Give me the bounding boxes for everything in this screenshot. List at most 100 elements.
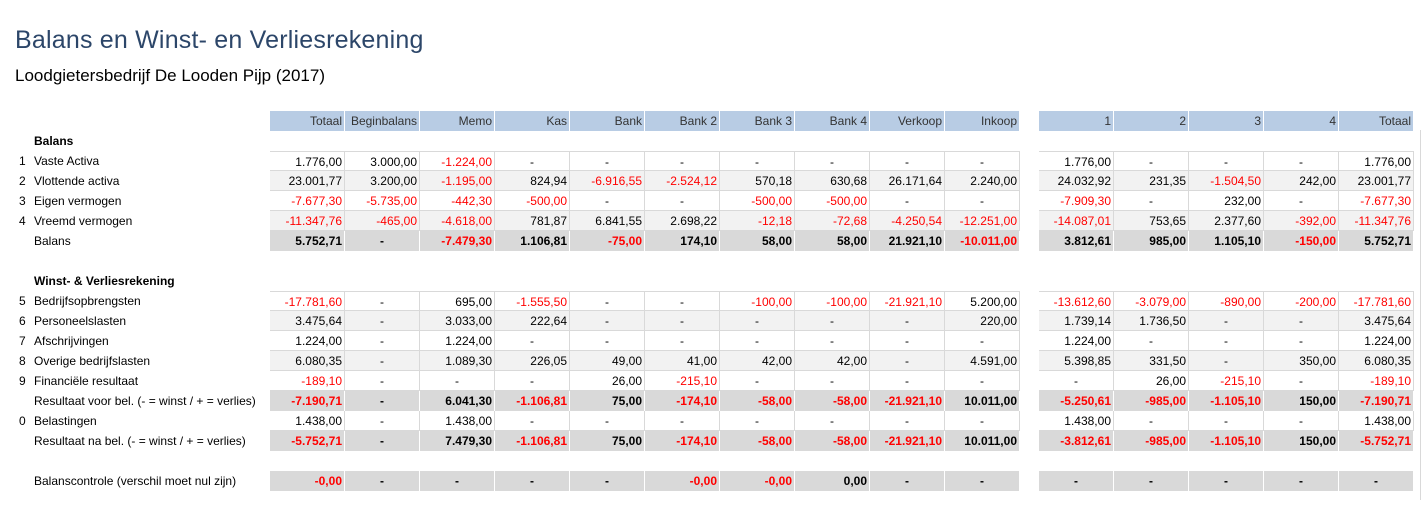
value-cell[interactable]: 6.080,35: [1339, 351, 1414, 371]
value-cell[interactable]: -: [720, 411, 795, 431]
value-cell[interactable]: 1.224,00: [270, 331, 345, 351]
value-cell[interactable]: -: [1039, 371, 1114, 391]
value-cell[interactable]: 1.224,00: [1339, 331, 1414, 351]
control-cell[interactable]: -0,00: [720, 471, 795, 491]
value-cell[interactable]: -10.011,00: [945, 231, 1020, 251]
value-cell[interactable]: -: [1189, 331, 1264, 351]
control-cell[interactable]: -: [1114, 471, 1189, 491]
control-cell[interactable]: -: [345, 471, 420, 491]
value-cell[interactable]: -: [345, 231, 420, 251]
control-cell[interactable]: -0,00: [645, 471, 720, 491]
value-cell[interactable]: 5.200,00: [945, 291, 1020, 311]
value-cell[interactable]: -: [645, 311, 720, 331]
value-cell[interactable]: -1.224,00: [420, 151, 495, 171]
value-cell[interactable]: 1.438,00: [420, 411, 495, 431]
value-cell[interactable]: 3.000,00: [345, 151, 420, 171]
value-cell[interactable]: 49,00: [570, 351, 645, 371]
value-cell[interactable]: 242,00: [1264, 171, 1339, 191]
column-header[interactable]: Bank 2: [645, 111, 720, 131]
value-cell[interactable]: -500,00: [720, 191, 795, 211]
value-cell[interactable]: 232,00: [1189, 191, 1264, 211]
value-cell[interactable]: -: [645, 151, 720, 171]
value-cell[interactable]: -58,00: [795, 391, 870, 411]
value-cell[interactable]: -: [945, 191, 1020, 211]
column-header[interactable]: Bank: [570, 111, 645, 131]
control-cell[interactable]: -: [870, 471, 945, 491]
value-cell[interactable]: -: [345, 331, 420, 351]
value-cell[interactable]: -21.921,10: [870, 391, 945, 411]
value-cell[interactable]: -58,00: [720, 391, 795, 411]
value-cell[interactable]: 2.698,22: [645, 211, 720, 231]
value-cell[interactable]: 5.752,71: [270, 231, 345, 251]
value-cell[interactable]: -: [570, 331, 645, 351]
column-header[interactable]: 2: [1114, 111, 1189, 131]
value-cell[interactable]: -4.618,00: [420, 211, 495, 231]
value-cell[interactable]: 41,00: [645, 351, 720, 371]
value-cell[interactable]: -: [1114, 191, 1189, 211]
value-cell[interactable]: -: [1264, 331, 1339, 351]
value-cell[interactable]: 1.736,50: [1114, 311, 1189, 331]
value-cell[interactable]: -: [870, 311, 945, 331]
value-cell[interactable]: 1.089,30: [420, 351, 495, 371]
column-header[interactable]: Bank 4: [795, 111, 870, 131]
value-cell[interactable]: 6.080,35: [270, 351, 345, 371]
value-cell[interactable]: -: [570, 151, 645, 171]
value-cell[interactable]: 824,94: [495, 171, 570, 191]
value-cell[interactable]: 1.438,00: [270, 411, 345, 431]
value-cell[interactable]: 3.475,64: [270, 311, 345, 331]
value-cell[interactable]: -200,00: [1264, 291, 1339, 311]
value-cell[interactable]: 1.438,00: [1039, 411, 1114, 431]
column-header[interactable]: 4: [1264, 111, 1339, 131]
value-cell[interactable]: 4.591,00: [945, 351, 1020, 371]
value-cell[interactable]: 695,00: [420, 291, 495, 311]
value-cell[interactable]: -17.781,60: [1339, 291, 1414, 311]
column-header[interactable]: Beginbalans: [345, 111, 420, 131]
value-cell[interactable]: -4.250,54: [870, 211, 945, 231]
value-cell[interactable]: 1.776,00: [1339, 151, 1414, 171]
column-header[interactable]: 1: [1039, 111, 1114, 131]
control-cell[interactable]: -: [570, 471, 645, 491]
value-cell[interactable]: 1.224,00: [1039, 331, 1114, 351]
value-cell[interactable]: -: [795, 311, 870, 331]
value-cell[interactable]: 10.011,00: [945, 391, 1020, 411]
value-cell[interactable]: -: [720, 311, 795, 331]
value-cell[interactable]: -1.105,10: [1189, 391, 1264, 411]
value-cell[interactable]: 42,00: [795, 351, 870, 371]
value-cell[interactable]: 1.106,81: [495, 231, 570, 251]
value-cell[interactable]: -11.347,76: [1339, 211, 1414, 231]
value-cell[interactable]: -75,00: [570, 231, 645, 251]
value-cell[interactable]: 150,00: [1264, 431, 1339, 451]
value-cell[interactable]: -5.735,00: [345, 191, 420, 211]
value-cell[interactable]: 2.377,60: [1189, 211, 1264, 231]
value-cell[interactable]: 58,00: [795, 231, 870, 251]
value-cell[interactable]: -21.921,10: [870, 431, 945, 451]
value-cell[interactable]: 222,64: [495, 311, 570, 331]
value-cell[interactable]: 150,00: [1264, 391, 1339, 411]
value-cell[interactable]: -: [1189, 411, 1264, 431]
value-cell[interactable]: 331,50: [1114, 351, 1189, 371]
column-header[interactable]: 3: [1189, 111, 1264, 131]
value-cell[interactable]: -: [1264, 411, 1339, 431]
value-cell[interactable]: 220,00: [945, 311, 1020, 331]
value-cell[interactable]: -: [1264, 311, 1339, 331]
value-cell[interactable]: 5.398,85: [1039, 351, 1114, 371]
value-cell[interactable]: -: [570, 191, 645, 211]
value-cell[interactable]: -: [345, 351, 420, 371]
value-cell[interactable]: 3.812,61: [1039, 231, 1114, 251]
value-cell[interactable]: -: [720, 331, 795, 351]
value-cell[interactable]: -: [795, 371, 870, 391]
value-cell[interactable]: -: [645, 291, 720, 311]
value-cell[interactable]: -7.677,30: [270, 191, 345, 211]
value-cell[interactable]: -442,30: [420, 191, 495, 211]
value-cell[interactable]: -13.612,60: [1039, 291, 1114, 311]
value-cell[interactable]: -: [1114, 411, 1189, 431]
value-cell[interactable]: -215,10: [1189, 371, 1264, 391]
value-cell[interactable]: -465,00: [345, 211, 420, 231]
value-cell[interactable]: -1.504,50: [1189, 171, 1264, 191]
value-cell[interactable]: -3.079,00: [1114, 291, 1189, 311]
value-cell[interactable]: -: [945, 331, 1020, 351]
value-cell[interactable]: 1.739,14: [1039, 311, 1114, 331]
value-cell[interactable]: -985,00: [1114, 391, 1189, 411]
value-cell[interactable]: 231,35: [1114, 171, 1189, 191]
value-cell[interactable]: 3.033,00: [420, 311, 495, 331]
